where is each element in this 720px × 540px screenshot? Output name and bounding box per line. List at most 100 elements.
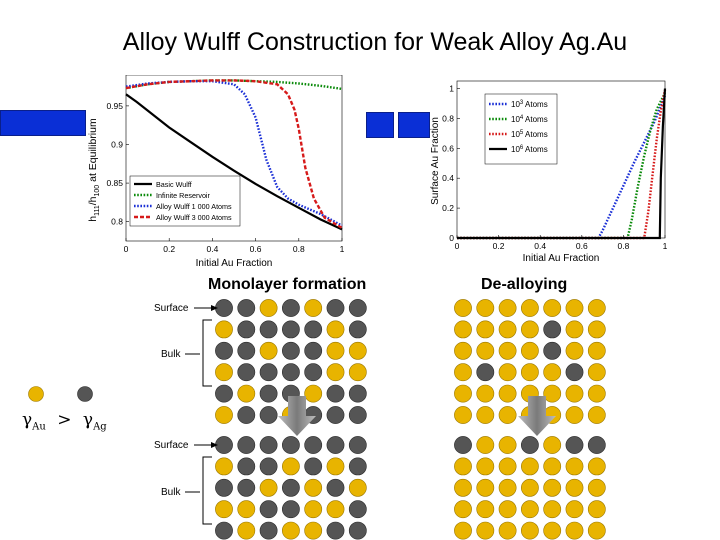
au-atom (326, 500, 345, 519)
au-atom (454, 363, 472, 382)
ag-atom (259, 406, 278, 424)
au-atom (215, 457, 233, 476)
au-atom (498, 384, 517, 403)
ag-atom (587, 436, 606, 454)
ag-atom (326, 406, 345, 424)
legend: 103 Atoms 104 Atoms 105 Atoms 106 Atoms (484, 93, 558, 165)
au-atom (476, 406, 495, 424)
au-atom (259, 299, 278, 317)
ag-atom (215, 384, 233, 403)
au-atom (476, 299, 495, 317)
au-atom (543, 500, 562, 519)
ag-atom (326, 299, 345, 317)
ag-atom (259, 384, 278, 403)
au-atom (587, 363, 606, 382)
ag-atom (348, 500, 367, 519)
au-atom-legend (28, 386, 44, 402)
au-atom (498, 320, 517, 339)
ag-atom (454, 436, 472, 454)
ag-atom (348, 436, 367, 454)
au-atom (476, 500, 495, 519)
y-tick-label: 0.6 (442, 143, 454, 153)
x-tick-label: 0 (455, 241, 460, 251)
ag-atom (326, 521, 345, 540)
ag-atom (259, 521, 278, 540)
au-atom (587, 457, 606, 476)
svg-text:Surface: Surface (154, 303, 189, 314)
au-atom (215, 500, 233, 519)
y-tick-label: 0.8 (442, 113, 454, 123)
au-atom (259, 478, 278, 497)
au-atom (565, 457, 584, 476)
au-atom (498, 521, 517, 540)
au-atom (326, 341, 345, 360)
ag-atom (348, 457, 367, 476)
ag-atom (565, 363, 584, 382)
au-atom (476, 320, 495, 339)
legend-entry: Alloy Wulff 3 000 Atoms (156, 213, 232, 222)
x-tick-label: 1 (663, 241, 668, 251)
dealloying-label: De-alloying (481, 276, 568, 293)
au-atom (304, 521, 323, 540)
au-atom (521, 457, 539, 476)
middle-blue-block-2 (398, 112, 430, 138)
au-atom (215, 363, 233, 382)
y-tick-label: 0.95 (106, 101, 123, 111)
ag-atom (281, 500, 300, 519)
au-atom (498, 341, 517, 360)
au-atom (348, 478, 367, 497)
ag-atom (543, 320, 562, 339)
x-tick-label: 0.2 (163, 244, 175, 254)
au-atom (587, 500, 606, 519)
ag-atom (259, 363, 278, 382)
au-atom (587, 384, 606, 403)
y-tick-label: 0.9 (111, 139, 123, 149)
left-blue-block (0, 110, 86, 136)
au-atom (454, 521, 472, 540)
x-tick-label: 0.8 (617, 241, 629, 251)
y-axis-label: h111/h100 at Equilibrium (87, 118, 101, 222)
ag-atom (237, 363, 256, 382)
series-line-3 (125, 79, 343, 229)
au-atom (237, 500, 256, 519)
ag-atom (521, 436, 539, 454)
legend-entry: 106 Atoms (511, 145, 548, 154)
ag-atom (259, 436, 278, 454)
au-atom (281, 521, 300, 540)
ag-atom (215, 341, 233, 360)
au-atom (543, 363, 562, 382)
ag-atom (326, 384, 345, 403)
au-atom (521, 363, 539, 382)
atom-grid-3 (454, 436, 606, 540)
au-atom (237, 384, 256, 403)
ag-atom (237, 478, 256, 497)
x-axis-label: Initial Au Fraction (523, 253, 600, 264)
ag-atom (348, 299, 367, 317)
au-atom (565, 521, 584, 540)
x-tick-label: 1 (340, 244, 345, 254)
au-atom (587, 521, 606, 540)
legend-entry: Alloy Wulff 1 000 Atoms (156, 202, 232, 211)
au-atom (565, 341, 584, 360)
legend-entry: 105 Atoms (511, 130, 548, 139)
svg-text:Bulk: Bulk (161, 487, 181, 498)
y-tick-label: 0.4 (442, 173, 454, 183)
au-atom (498, 478, 517, 497)
au-atom (498, 363, 517, 382)
au-atom (587, 406, 606, 424)
au-atom (565, 320, 584, 339)
ag-atom-legend (77, 386, 93, 402)
au-atom (476, 384, 495, 403)
atom-grid-0 (215, 299, 367, 424)
ag-atom (215, 521, 233, 540)
au-atom (281, 457, 300, 476)
ag-atom (237, 299, 256, 317)
surface-au-chart: 0 0.2 0.4 0.6 0.8 1 0 0.2 0.4 0.6 0.8 1 Initial Au… (430, 80, 668, 264)
ag-atom (348, 521, 367, 540)
au-atom (326, 457, 345, 476)
ag-atom (304, 457, 323, 476)
au-atom (498, 457, 517, 476)
down-arrow-right (518, 396, 556, 436)
ag-atom (348, 406, 367, 424)
legend-entry: Infinite Reservoir (156, 191, 211, 200)
